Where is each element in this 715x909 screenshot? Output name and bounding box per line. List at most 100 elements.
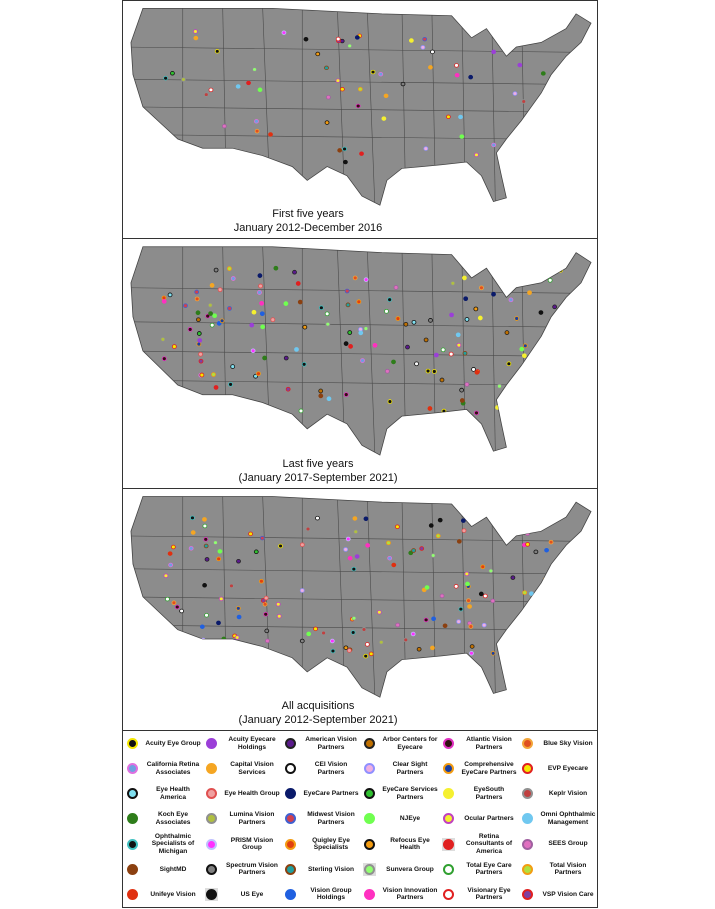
legend-label: Visionary Eye Partners (467, 886, 511, 902)
acquisition-dot (295, 281, 301, 286)
legend-swatch (521, 863, 534, 876)
legend-swatch (442, 762, 455, 775)
acquisition-dot (260, 324, 266, 330)
legend-marker (364, 788, 375, 800)
acquisition-dot (414, 361, 419, 367)
acquisition-dot (537, 383, 543, 388)
legend-item: Lumina Vision Partners (202, 806, 281, 831)
acquisition-dot (257, 290, 262, 295)
acquisition-dot (248, 531, 253, 537)
legend-label: Sunvera Group (386, 865, 434, 873)
legend-label: Total Eye Care Partners (466, 861, 512, 877)
acquisition-dot (198, 351, 203, 357)
acquisition-dot (433, 352, 439, 358)
legend-swatch (284, 838, 297, 851)
acquisition-dot (188, 546, 194, 551)
acquisition-dot (462, 350, 468, 356)
acquisition-dot (352, 275, 358, 281)
acquisition-dot (195, 310, 201, 316)
acquisition-dot (211, 372, 216, 377)
legend-item: Arbor Centers for Eyecare (360, 731, 439, 756)
map (130, 496, 592, 698)
legend-label: Refocus Eye Health (390, 836, 430, 852)
acquisition-dot (254, 128, 260, 134)
acquisition-dot (456, 342, 462, 348)
acquisition-dot (256, 371, 261, 377)
acquisition-dot (335, 36, 341, 42)
acquisition-dot (547, 277, 553, 283)
acquisition-dot (510, 575, 516, 580)
legend-item: Keplr Vision (518, 781, 597, 806)
land (130, 246, 592, 456)
acquisition-dot (428, 523, 434, 528)
legend-item: EyeCare Services Partners (360, 781, 439, 806)
acquisition-dot (553, 87, 558, 93)
acquisition-dot (531, 519, 537, 525)
legend-label: CEI Vision Partners (314, 761, 348, 776)
acquisition-dot (246, 80, 251, 86)
acquisition-dot (387, 297, 393, 302)
legend-label: Unifeye Vision (150, 890, 196, 898)
acquisition-dot (360, 358, 365, 363)
acquisition-dot (343, 159, 348, 165)
map-panel: Last five years (January 2017-September … (122, 238, 598, 489)
acquisition-dot (235, 84, 241, 89)
legend-swatch (363, 838, 376, 851)
state-border (130, 535, 592, 542)
acquisition-dot (203, 537, 209, 542)
legend-swatch (442, 837, 455, 851)
acquisition-dot (459, 387, 465, 393)
acquisition-dot (501, 642, 506, 648)
acquisition-dot (405, 344, 410, 350)
acquisition-dot (531, 608, 537, 613)
legend-item: EyeSouth Partners (439, 781, 518, 806)
acquisition-dot (469, 644, 475, 649)
acquisition-dot (299, 588, 305, 593)
acquisition-dot (229, 583, 234, 589)
legend-marker (443, 763, 454, 775)
legend-marker (127, 738, 138, 750)
acquisition-dot (221, 123, 227, 129)
acquisition-dot (439, 377, 445, 383)
acquisition-dot (474, 410, 479, 416)
legend-marker (522, 838, 533, 850)
acquisition-dot (163, 130, 169, 136)
legend-swatch (126, 762, 139, 775)
legend-swatch (521, 787, 534, 800)
acquisition-dot (163, 76, 169, 81)
legend-item: Quigley Eye Specialists (281, 832, 360, 857)
acquisition-dot (474, 152, 479, 158)
legend-label: Midwest Vision Partners (307, 811, 355, 826)
legend-marker (364, 888, 375, 900)
acquisition-dot (265, 638, 270, 644)
legend-item: VSP Vision Care (518, 882, 597, 907)
acquisition-dot (191, 147, 197, 153)
state-border (130, 78, 592, 85)
legend-item: Sterling Vision (281, 857, 360, 882)
acquisition-dot (209, 322, 215, 328)
acquisition-dot (522, 343, 528, 349)
legend-item: Unifeye Vision (123, 882, 202, 907)
legend-item: SEES Group (518, 832, 597, 857)
acquisition-dot (180, 155, 186, 161)
acquisition-dot (257, 87, 263, 92)
acquisition-dot (192, 154, 197, 159)
state-border (130, 596, 592, 603)
acquisition-dot (283, 355, 289, 361)
acquisition-dot (538, 352, 544, 358)
acquisition-dot (212, 313, 218, 319)
legend-item: Midwest Vision Partners (281, 806, 360, 831)
acquisition-dot (504, 330, 510, 335)
acquisition-dot (479, 285, 484, 291)
acquisition-dot (167, 551, 173, 556)
acquisition-dot (193, 29, 198, 34)
acquisition-dot (435, 533, 441, 539)
acquisition-dot (387, 399, 393, 404)
acquisition-dot (419, 546, 425, 551)
legend-item: Acuity Eyecare Holdings (202, 731, 281, 756)
legend-swatch (442, 737, 455, 750)
acquisition-dot (416, 646, 422, 652)
legend-marker (127, 863, 138, 875)
acquisition-dot (468, 624, 474, 629)
acquisition-dot (283, 301, 289, 306)
